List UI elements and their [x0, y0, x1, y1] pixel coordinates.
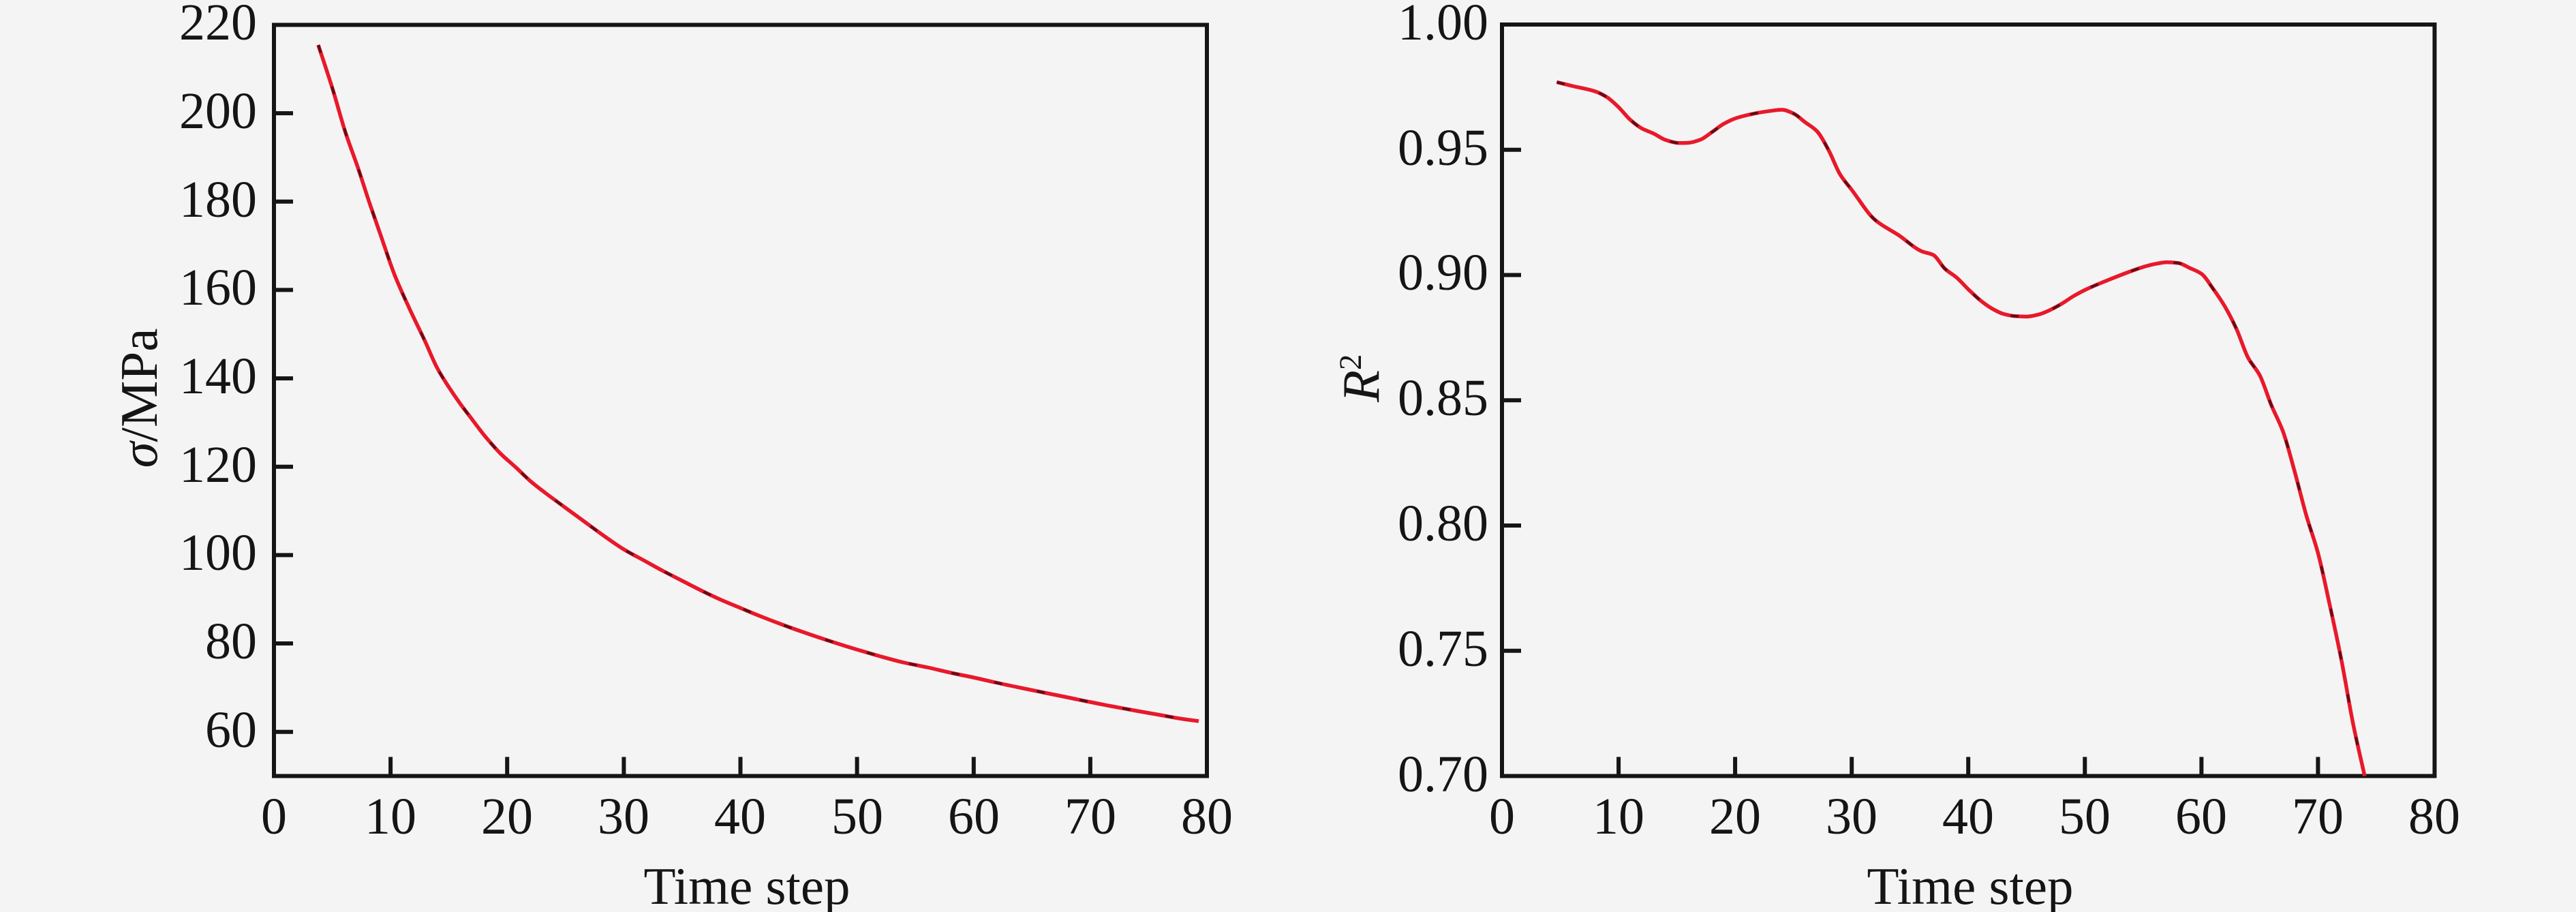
svg-text:80: 80	[1181, 788, 1233, 845]
svg-text:σ/MPa: σ/MPa	[110, 329, 168, 468]
svg-text:30: 30	[1826, 788, 1877, 845]
svg-text:160: 160	[179, 259, 257, 316]
svg-text:60: 60	[948, 788, 1000, 845]
svg-text:0.80: 0.80	[1398, 495, 1488, 552]
svg-text:220: 220	[179, 0, 257, 51]
svg-text:0.75: 0.75	[1398, 620, 1488, 678]
svg-text:40: 40	[1942, 788, 1994, 845]
svg-text:0.95: 0.95	[1398, 119, 1488, 177]
svg-text:1.00: 1.00	[1398, 0, 1488, 51]
svg-text:0: 0	[261, 788, 287, 845]
svg-text:50: 50	[831, 788, 883, 845]
svg-text:200: 200	[179, 82, 257, 140]
svg-text:120: 120	[179, 436, 257, 493]
svg-text:0: 0	[1489, 788, 1515, 845]
svg-text:40: 40	[714, 788, 766, 845]
svg-text:0.85: 0.85	[1398, 369, 1488, 427]
svg-text:10: 10	[1593, 788, 1644, 845]
svg-text:10: 10	[365, 788, 416, 845]
svg-text:60: 60	[2175, 788, 2227, 845]
svg-text:140: 140	[179, 348, 257, 405]
svg-text:R2: R2	[1332, 354, 1390, 403]
svg-text:30: 30	[598, 788, 649, 845]
svg-text:60: 60	[205, 701, 257, 759]
svg-text:50: 50	[2059, 788, 2111, 845]
svg-text:80: 80	[205, 613, 257, 670]
svg-text:70: 70	[1064, 788, 1116, 845]
svg-text:0.90: 0.90	[1398, 244, 1488, 301]
svg-text:20: 20	[481, 788, 533, 845]
svg-text:100: 100	[179, 524, 257, 581]
svg-text:80: 80	[2408, 788, 2460, 845]
svg-text:70: 70	[2292, 788, 2344, 845]
svg-text:0.70: 0.70	[1398, 746, 1488, 803]
svg-text:Time step: Time step	[643, 857, 850, 912]
svg-text:20: 20	[1709, 788, 1761, 845]
svg-text:180: 180	[179, 171, 257, 228]
svg-text:Time step: Time step	[1867, 857, 2073, 912]
